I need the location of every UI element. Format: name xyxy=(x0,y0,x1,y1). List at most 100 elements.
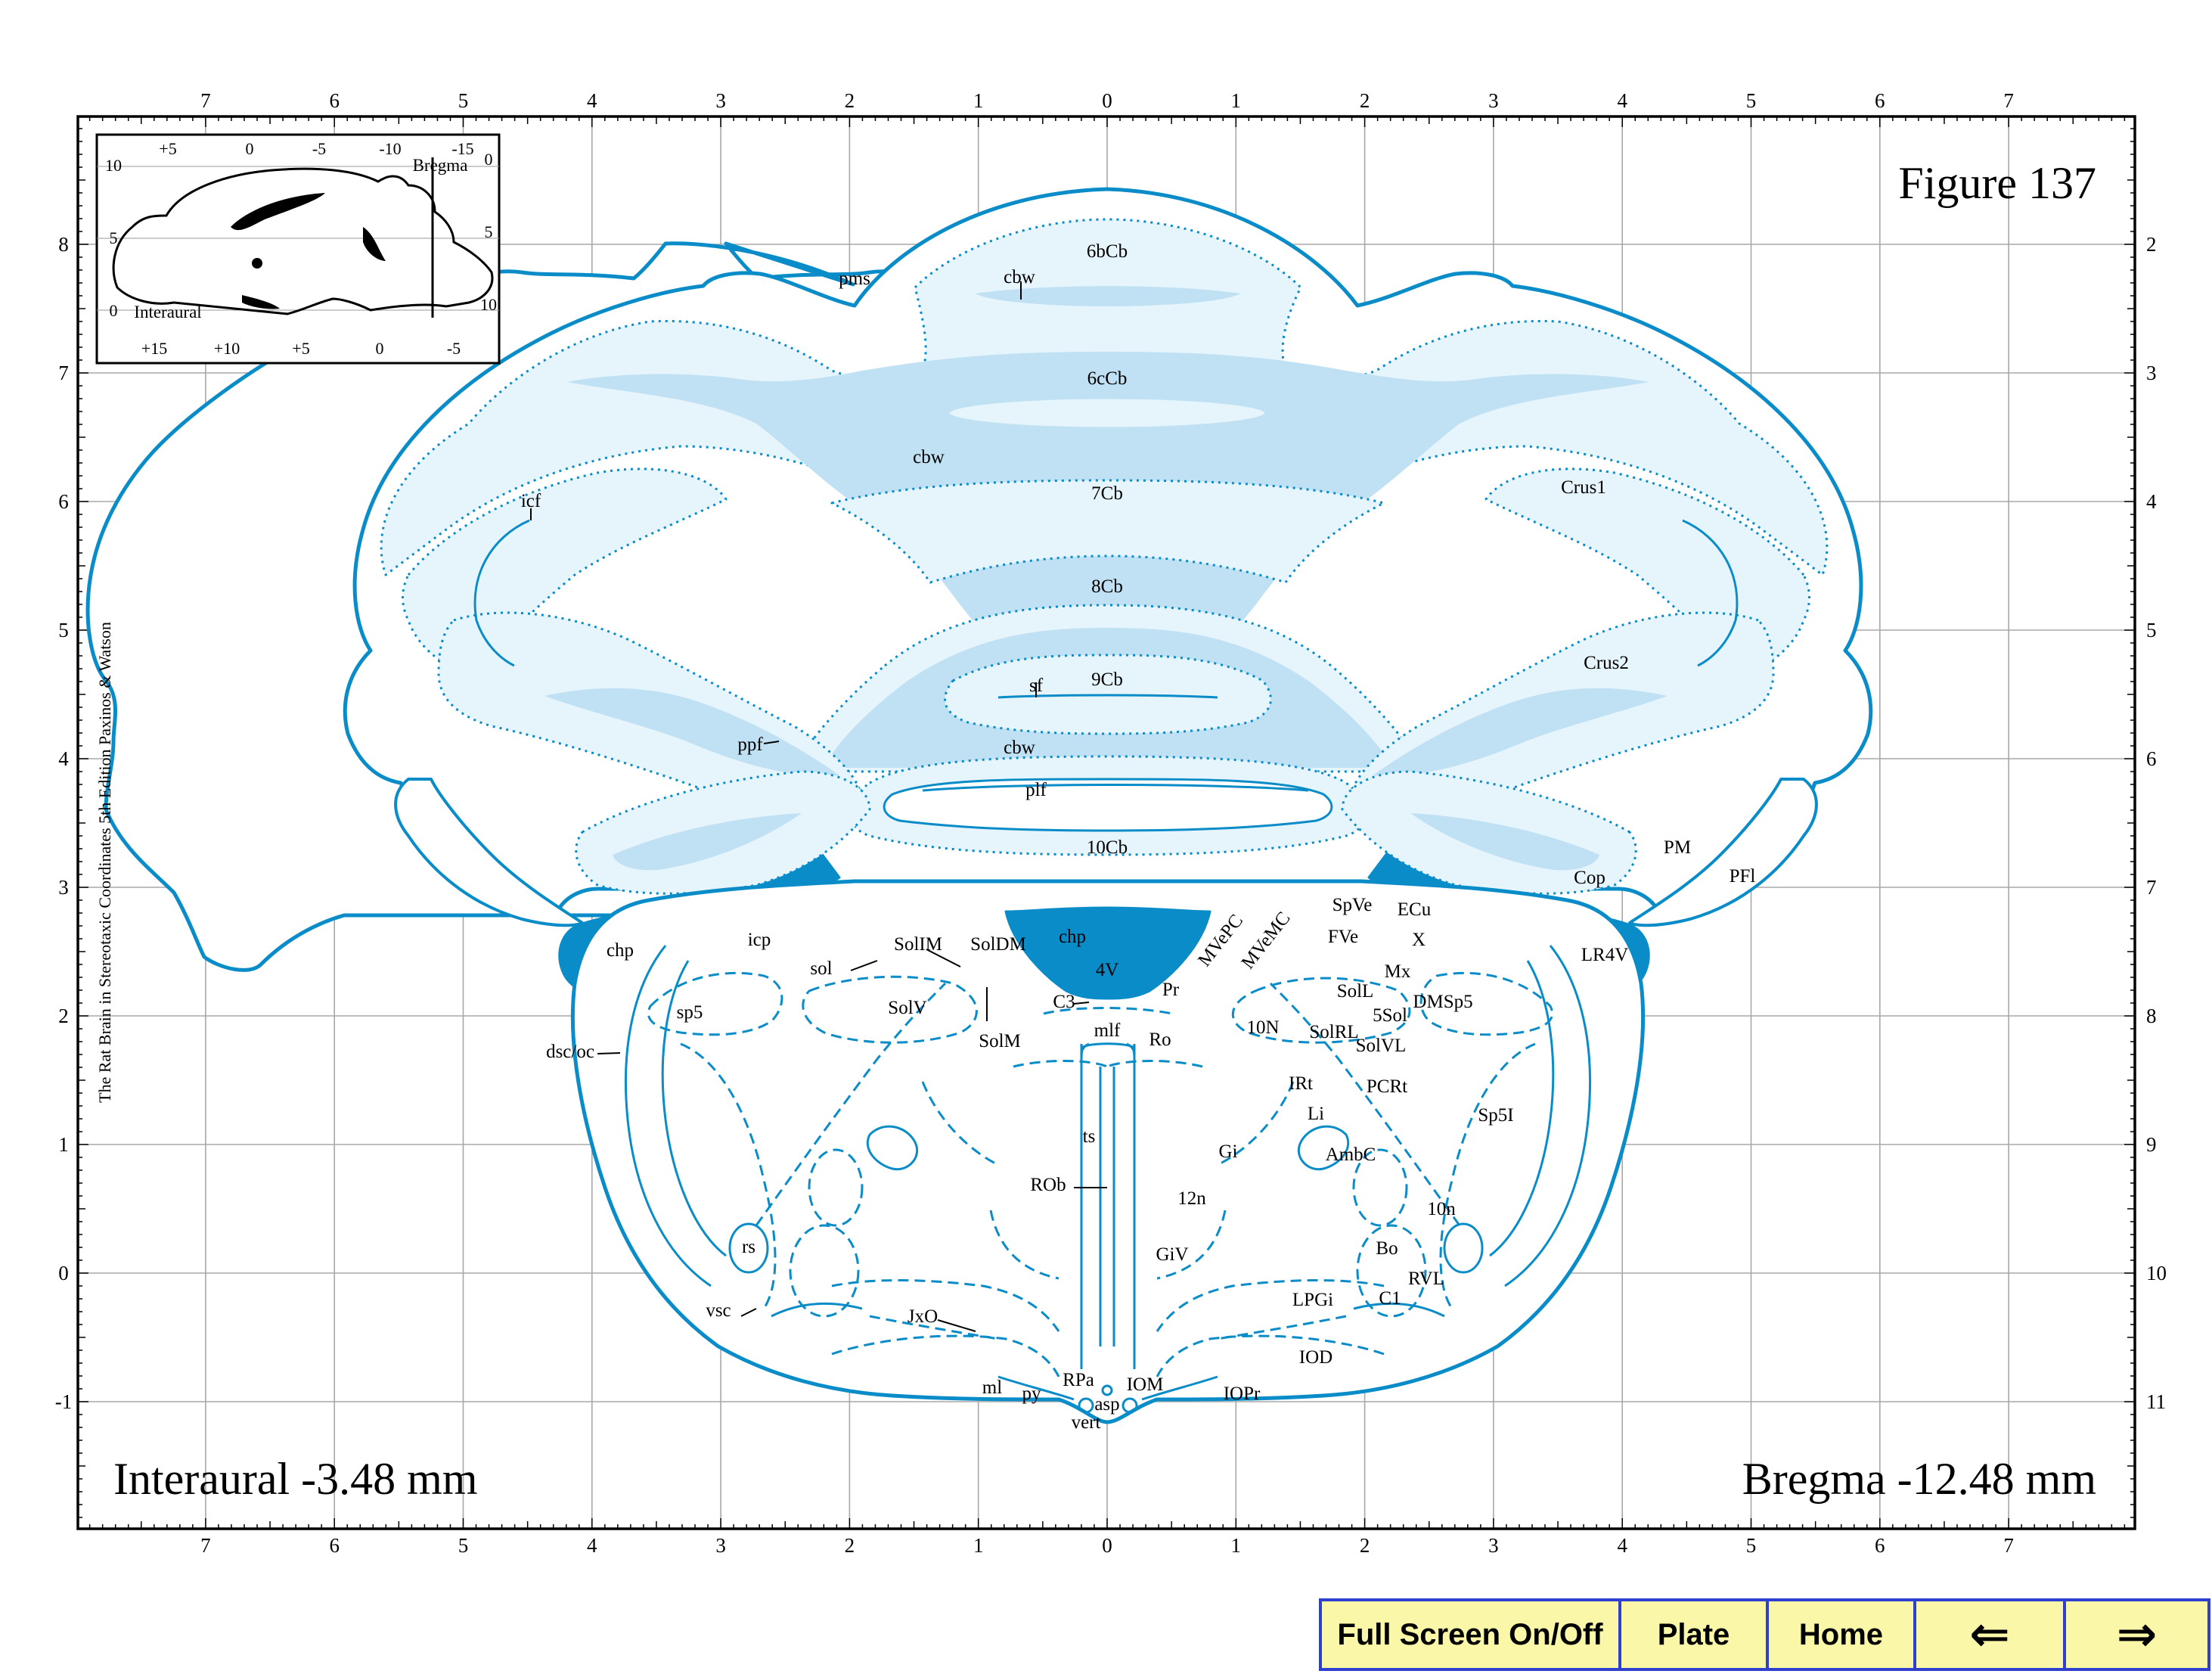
right-tick-label: 9 xyxy=(2146,1133,2157,1156)
inset-left-tick: 5 xyxy=(110,228,118,247)
label-pfl: PFl xyxy=(1730,866,1756,887)
label-ml: ml xyxy=(982,1377,1002,1398)
bottom-tick-label: 1 xyxy=(973,1534,984,1557)
top-tick-label: 2 xyxy=(1360,89,1370,112)
label-n10n: 10n xyxy=(1427,1199,1456,1219)
inset-bottom-tick: +10 xyxy=(214,339,240,358)
right-tick-label: 5 xyxy=(2146,619,2157,641)
bottom-tick-label: 4 xyxy=(1617,1534,1627,1557)
brain-section xyxy=(85,187,1873,1424)
side-credit: The Rat Brain in Stereotaxic Coordinates… xyxy=(95,622,114,1103)
label-l8cb: 8Cb xyxy=(1091,576,1123,597)
label-c3: C3 xyxy=(1053,992,1075,1012)
navigation-bar: Full Screen On/Off Plate Home ⇐ ⇒ xyxy=(1319,1598,2210,1671)
right-tick-label: 11 xyxy=(2146,1390,2166,1413)
label-giv: GiV xyxy=(1156,1244,1188,1265)
bottom-tick-label: 4 xyxy=(587,1534,597,1557)
leader-lines xyxy=(530,281,1107,1332)
label-ecu: ECu xyxy=(1398,899,1432,920)
home-button[interactable]: Home xyxy=(1769,1601,1916,1668)
label-py: py xyxy=(1022,1384,1042,1404)
left-tick-label: 5 xyxy=(58,619,69,641)
top-tick-label: 3 xyxy=(1488,89,1499,112)
label-ts: ts xyxy=(1083,1126,1096,1147)
right-tick-label: 2 xyxy=(2146,233,2157,256)
bottom-tick-label: 7 xyxy=(2003,1534,2014,1557)
plate-frame xyxy=(76,115,2136,1530)
white-matter-6c-core xyxy=(947,396,1267,430)
label-plf: plf xyxy=(1025,780,1047,800)
bottom-tick-label: 5 xyxy=(458,1534,469,1557)
top-tick-label: 7 xyxy=(200,89,211,112)
top-tick-label: 6 xyxy=(329,89,340,112)
bottom-axis: 7 6 5 4 3 2 1 0 1 2 3 4 5 6 7 xyxy=(200,1534,2014,1557)
left-tick-label: 4 xyxy=(58,747,69,770)
label-sf: sf xyxy=(1029,676,1044,696)
left-tick-label: 6 xyxy=(58,490,69,513)
label-soldm: SolDM xyxy=(970,934,1026,955)
label-soll: SolL xyxy=(1337,981,1374,1002)
label-rvl: RVL xyxy=(1408,1269,1444,1289)
medulla-outline xyxy=(570,879,1646,1424)
label-dscoc: dsc/oc xyxy=(546,1042,594,1062)
label-cop: Cop xyxy=(1574,868,1605,888)
label-solv: SolV xyxy=(888,998,926,1018)
label-iom: IOM xyxy=(1127,1374,1164,1395)
label-vert: vert xyxy=(1072,1412,1101,1433)
inset-sagittal-map: +5 0 -5 -10 -15 +15 +10 +5 0 -5 10 5 0 0 5 10 Bregma In… xyxy=(95,133,501,365)
bottom-tick-label: 6 xyxy=(329,1534,340,1557)
left-tick-label: 7 xyxy=(58,362,69,384)
right-tick-label: 8 xyxy=(2146,1005,2157,1027)
label-n12n: 12n xyxy=(1177,1188,1206,1209)
label-solrl: SolRL xyxy=(1309,1022,1358,1042)
label-solvl: SolVL xyxy=(1356,1036,1407,1056)
label-rob: ROb xyxy=(1030,1175,1066,1195)
label-l6bcb: 6bCb xyxy=(1087,241,1128,262)
inset-left-tick: 10 xyxy=(105,156,122,175)
label-sp5: sp5 xyxy=(677,1002,703,1023)
lobule-10-sf xyxy=(997,694,1218,699)
label-lpgi: LPGi xyxy=(1292,1290,1333,1310)
interaural-label: Interaural -3.48 mm xyxy=(113,1454,478,1504)
label-ro: Ro xyxy=(1149,1030,1171,1050)
plate-button[interactable]: Plate xyxy=(1621,1601,1769,1668)
inset-right-tick: 0 xyxy=(485,150,493,169)
top-tick-label: 4 xyxy=(1617,89,1627,112)
label-iod: IOD xyxy=(1299,1347,1332,1368)
label-pr: Pr xyxy=(1162,980,1180,1000)
inset-right-tick: 5 xyxy=(485,222,493,241)
inset-brainstem-mark xyxy=(242,295,280,309)
label-sp5i: Sp5I xyxy=(1478,1105,1513,1126)
fullscreen-button[interactable]: Full Screen On/Off xyxy=(1322,1601,1621,1668)
left-tick-label: 8 xyxy=(58,233,69,256)
label-cbw1: cbw xyxy=(1004,267,1035,287)
top-axis: 7 6 5 4 3 2 1 0 1 2 3 4 5 6 7 xyxy=(200,89,2014,112)
inset-cerebellum-mark xyxy=(363,227,386,261)
left-lower-cbw xyxy=(613,813,802,871)
4v-chp xyxy=(1004,906,1211,1000)
top-tick-label: 5 xyxy=(458,89,469,112)
inset-bottom-tick: 0 xyxy=(376,339,384,358)
label-icp: icp xyxy=(748,930,771,950)
right-tick-label: 3 xyxy=(2146,362,2157,384)
left-tick-label: -1 xyxy=(55,1390,73,1413)
bregma-label: Bregma -12.48 mm xyxy=(1742,1454,2096,1504)
label-li: Li xyxy=(1308,1104,1324,1124)
inset-right-tick: 10 xyxy=(480,295,497,314)
right-tick-label: 6 xyxy=(2146,747,2157,770)
label-ppf: ppf xyxy=(737,735,763,755)
inset-bottom-tick: +15 xyxy=(141,339,167,358)
top-tick-label: 4 xyxy=(587,89,597,112)
next-button[interactable]: ⇒ xyxy=(2116,1607,2158,1663)
left-tick-label: 2 xyxy=(58,1005,69,1027)
cbw-6b xyxy=(976,286,1240,306)
label-l9cb: 9Cb xyxy=(1091,669,1123,690)
paraflocculus-right xyxy=(1628,778,1818,927)
previous-button[interactable]: ⇐ xyxy=(1916,1601,2066,1668)
top-tick-label: 2 xyxy=(845,89,855,112)
icf-right xyxy=(1682,519,1739,667)
label-x: X xyxy=(1412,930,1426,950)
left-tick-label: 3 xyxy=(58,876,69,899)
label-pm: PM xyxy=(1664,837,1691,858)
label-ambc: AmbC xyxy=(1326,1144,1376,1165)
